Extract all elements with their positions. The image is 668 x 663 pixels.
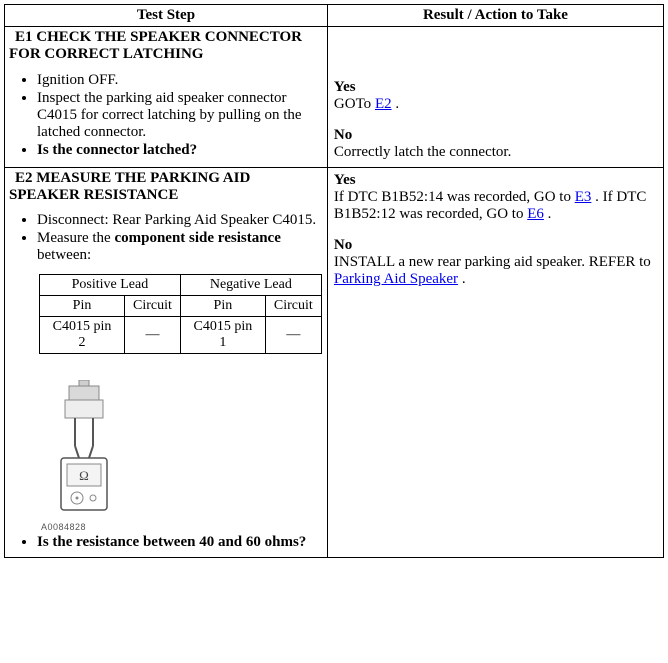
leads-pin-h2: Pin [180,296,265,317]
e1-yes-post: . [392,96,400,112]
e1-yes-pre: GOTo [334,96,375,112]
col-header-result: Result / Action to Take [327,5,663,27]
e1-body-cell: Ignition OFF. Inspect the parking aid sp… [5,68,328,168]
e1-no-label: No [334,127,657,144]
link-e2[interactable]: E2 [375,96,392,112]
e1-yes-line: GOTo E2 . [334,96,657,113]
e2-yes-t1: If DTC B1B52:14 was recorded, GO to [334,189,575,205]
e2-yes-line: If DTC B1B52:14 was recorded, GO to E3 .… [334,189,657,223]
diagnostic-table: Test Step Result / Action to Take E1 CHE… [4,4,664,558]
e2-title: E2 MEASURE THE PARKING AID SPEAKER RESIS… [5,168,328,209]
leads-pin-h1: Pin [40,296,125,317]
figure-code: A0084828 [41,522,323,532]
leads-pos-pin: C4015 pin 2 [40,317,125,354]
leads-circuit-h1: Circuit [125,296,181,317]
e2-b2-bold: component side resistance [114,230,280,246]
e1-result-cell: Yes GOTo E2 . No Correctly latch the con… [327,27,663,168]
list-item: Is the connector latched? [37,142,323,159]
e1-title: E1 CHECK THE SPEAKER CONNECTOR FOR CORRE… [5,27,328,68]
col-header-test-step: Test Step [5,5,328,27]
leads-neg-header: Negative Lead [180,275,321,296]
e2-no-t2: . [458,271,466,287]
e2-b2-post: between: [37,247,91,263]
leads-table: Positive Lead Negative Lead Pin Circuit … [39,274,322,354]
e2-body-cell: Disconnect: Rear Parking Aid Speaker C40… [5,208,328,558]
ohmmeter-diagram: Ω A0084828 [39,380,323,532]
list-item: Ignition OFF. [37,72,323,89]
list-item: Is the resistance between 40 and 60 ohms… [37,534,323,551]
list-item: Inspect the parking aid speaker connecto… [37,90,323,141]
ohmmeter-icon: Ω [39,380,149,520]
list-item: Measure the component side resistance be… [37,230,323,264]
e2-result-cell: Yes If DTC B1B52:14 was recorded, GO to … [327,168,663,558]
e1-yes-label: Yes [334,79,657,96]
svg-text:Ω: Ω [79,468,89,483]
e1-no-text: Correctly latch the connector. [334,144,657,161]
e1-bullets: Ignition OFF. Inspect the parking aid sp… [15,72,323,159]
e2-b2-pre: Measure the [37,230,114,246]
e2-yes-label: Yes [334,172,657,189]
leads-neg-circuit: — [265,317,321,354]
e2-no-t1: INSTALL a new rear parking aid speaker. … [334,254,651,270]
e2-no-label: No [334,237,657,254]
leads-pos-header: Positive Lead [40,275,181,296]
leads-neg-pin: C4015 pin 1 [180,317,265,354]
e2-bullets-bottom: Is the resistance between 40 and 60 ohms… [15,534,323,551]
link-parking-aid-speaker[interactable]: Parking Aid Speaker [334,271,458,287]
link-e3[interactable]: E3 [575,189,592,205]
leads-circuit-h2: Circuit [265,296,321,317]
leads-pos-circuit: — [125,317,181,354]
list-item: Disconnect: Rear Parking Aid Speaker C40… [37,212,323,229]
link-e6[interactable]: E6 [527,206,544,222]
e2-bullets-top: Disconnect: Rear Parking Aid Speaker C40… [15,212,323,264]
e2-no-line: INSTALL a new rear parking aid speaker. … [334,254,657,288]
e2-yes-t3: . [544,206,552,222]
